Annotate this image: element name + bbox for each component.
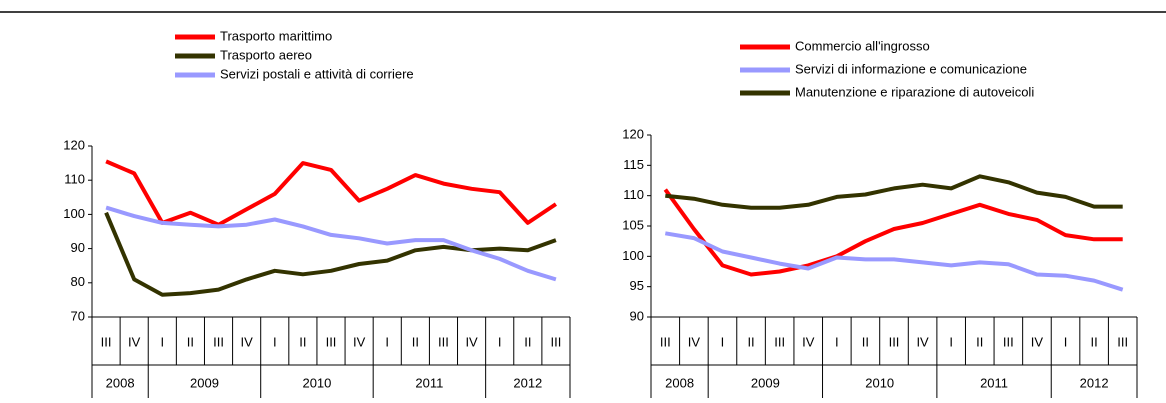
x-tick-label: IV (465, 334, 478, 349)
x-tick-label: I (721, 334, 725, 349)
x-tick-label: IV (688, 334, 701, 349)
year-label: 2011 (415, 375, 443, 390)
y-tick-label: 100 (622, 248, 644, 263)
x-tick-label: I (835, 334, 839, 349)
y-tick-label: 120 (63, 137, 85, 152)
x-tick-label: III (213, 334, 224, 349)
x-tick-label: II (187, 334, 194, 349)
year-label: 2012 (513, 375, 542, 390)
year-label: 2012 (1080, 375, 1109, 390)
x-tick-label: II (862, 334, 869, 349)
x-tick-label: I (1064, 334, 1068, 349)
x-tick-label: I (498, 334, 502, 349)
x-tick-label: IV (128, 334, 141, 349)
x-tick-label: II (412, 334, 419, 349)
x-tick-label: I (385, 334, 389, 349)
x-tick-label: III (101, 334, 112, 349)
x-tick-label: IV (240, 334, 253, 349)
year-label: 2010 (302, 375, 331, 390)
y-tick-label: 95 (630, 278, 644, 293)
x-tick-label: II (1091, 334, 1098, 349)
series-line (663, 188, 1123, 277)
x-tick-label: III (438, 334, 449, 349)
legend-label: Trasporto marittimo (220, 28, 332, 43)
series-line (664, 231, 1124, 292)
x-tick-label: I (160, 334, 164, 349)
x-tick-label: III (774, 334, 785, 349)
x-tick-label: III (1003, 334, 1014, 349)
year-label: 2009 (190, 375, 219, 390)
x-tick-label: I (273, 334, 277, 349)
x-tick-label: III (889, 334, 900, 349)
y-tick-label: 90 (630, 308, 644, 323)
year-label: 2010 (865, 375, 894, 390)
x-tick-label: IV (353, 334, 366, 349)
y-tick-label: 105 (622, 217, 644, 232)
legend-label: Trasporto aereo (220, 47, 312, 62)
series-line (105, 159, 558, 227)
y-tick-label: 90 (71, 240, 85, 255)
x-tick-label: I (949, 334, 953, 349)
y-tick-label: 80 (71, 274, 85, 289)
x-tick-label: IV (916, 334, 929, 349)
x-tick-label: III (326, 334, 337, 349)
legend-label: Servizi postali e attività di corriere (220, 66, 414, 81)
x-tick-label: IV (802, 334, 815, 349)
x-tick-label: III (1117, 334, 1128, 349)
year-label: 2008 (106, 375, 135, 390)
x-tick-label: II (299, 334, 306, 349)
x-tick-label: III (660, 334, 671, 349)
legend-label: Manutenzione e riparazione di autoveicol… (795, 84, 1034, 99)
legend-label: Commercio all'ingrosso (795, 38, 930, 53)
y-tick-label: 70 (71, 308, 85, 323)
x-tick-label: II (747, 334, 754, 349)
year-label: 2011 (980, 375, 1008, 390)
y-tick-label: 115 (623, 157, 644, 172)
x-tick-label: II (976, 334, 983, 349)
legend-label: Servizi di informazione e comunicazione (795, 61, 1027, 76)
year-label: 2008 (665, 375, 694, 390)
year-label: 2009 (751, 375, 780, 390)
y-tick-label: 110 (623, 187, 644, 202)
y-tick-label: 120 (622, 126, 644, 141)
x-tick-label: III (551, 334, 562, 349)
series-line (104, 211, 557, 297)
x-tick-label: II (524, 334, 531, 349)
x-tick-label: IV (1031, 334, 1044, 349)
series-line (105, 205, 557, 282)
series-line (665, 174, 1123, 210)
y-tick-label: 100 (63, 206, 85, 221)
y-tick-label: 110 (64, 172, 85, 187)
